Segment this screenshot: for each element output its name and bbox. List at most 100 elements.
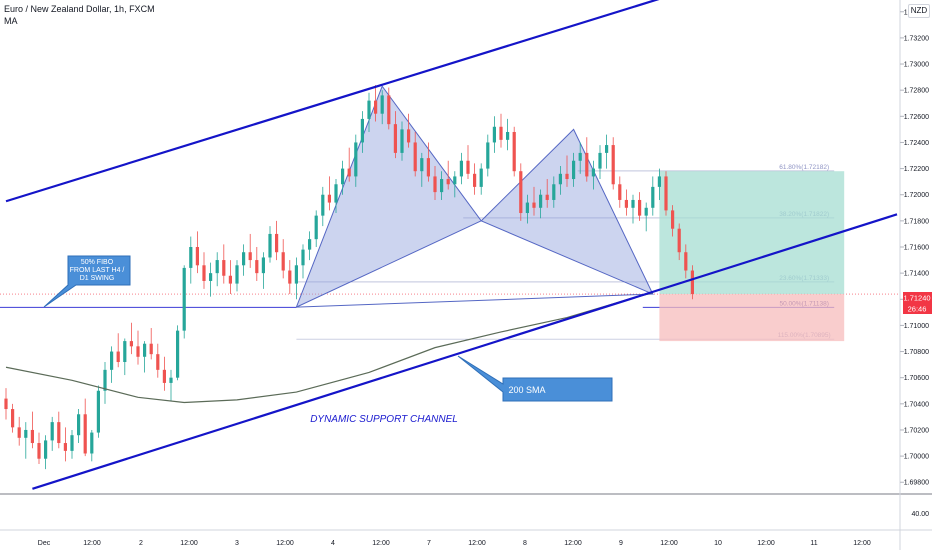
candle-body — [37, 443, 41, 459]
last-price-label: 1.71240 — [903, 294, 930, 303]
time-axis[interactable]: Dec 12:00 2 12:00 3 12:00 4 12:00 7 12:00 8 12:00 9 1… — [38, 540, 871, 547]
countdown-label: 26:46 — [908, 305, 927, 314]
candle-body — [651, 186, 655, 208]
candle-body — [374, 100, 378, 114]
candles — [4, 84, 694, 470]
candle-body — [4, 398, 8, 410]
candle-body — [426, 158, 430, 177]
candle-body — [657, 176, 661, 187]
candle-body — [532, 202, 536, 208]
candle-body — [50, 422, 54, 441]
candle-body — [453, 176, 457, 185]
profit-zone[interactable] — [659, 171, 845, 295]
price-tick-label: 1.70400 — [904, 401, 929, 408]
candle-body — [129, 341, 133, 347]
sma-200-path — [5, 292, 653, 404]
price-tick-label: 1.71800 — [904, 218, 929, 225]
loss-zone[interactable] — [659, 294, 845, 342]
price-tick-label: 1.71600 — [904, 245, 929, 252]
time-tick-label: 12:00 — [372, 540, 390, 547]
price-tick-label: 1.69800 — [904, 480, 929, 487]
pattern-triangle-xab[interactable] — [295, 85, 482, 309]
time-tick-label: 12:00 — [757, 540, 775, 547]
candle-body — [367, 100, 371, 119]
chart-legend: Euro / New Zealand Dollar, 1h, FXCM MA — [4, 3, 155, 27]
price-tick-label: 1.72400 — [904, 140, 929, 147]
candle-body — [506, 131, 510, 140]
candle-body — [116, 351, 120, 363]
candle-body — [618, 184, 622, 200]
candle-body — [288, 270, 292, 284]
candle-body — [572, 160, 576, 180]
candle-body — [103, 369, 107, 391]
pattern-triangle-bcd[interactable] — [480, 128, 654, 296]
indicator-label[interactable]: MA — [4, 16, 18, 26]
time-tick-label: 12:00 — [83, 540, 101, 547]
trade-box[interactable] — [659, 171, 845, 342]
time-tick-label: 12:00 — [180, 540, 198, 547]
candle-body — [446, 179, 450, 185]
price-tick-label: 1.72200 — [904, 166, 929, 173]
channel-lower-line[interactable] — [32, 213, 898, 490]
candle-body — [545, 194, 549, 200]
candle-body — [30, 429, 34, 444]
symbol-title[interactable]: Euro / New Zealand Dollar, 1h, FXCM — [4, 4, 155, 14]
price-tick-label: 1.72000 — [904, 192, 929, 199]
candle-body — [281, 252, 285, 271]
candle-body — [644, 207, 648, 216]
channel-lines[interactable] — [5, 0, 898, 490]
price-tick-label: 1.72800 — [904, 88, 929, 95]
candle-body — [11, 409, 15, 428]
time-tick-label: 12:00 — [660, 540, 678, 547]
fibo-callout-box[interactable] — [43, 255, 131, 308]
currency-badge[interactable]: NZD — [908, 4, 930, 18]
time-tick-label: 12:00 — [853, 540, 871, 547]
price-tick-label: 1.73000 — [904, 62, 929, 69]
candle-body — [202, 265, 206, 281]
candle-body — [433, 176, 437, 193]
candle-body — [70, 435, 74, 451]
time-tick-label: 4 — [331, 540, 335, 547]
time-tick-label: 9 — [619, 540, 623, 547]
candle-body — [334, 184, 338, 203]
time-tick-label: Dec — [38, 540, 51, 547]
candle-body — [420, 158, 424, 172]
annotations: 50% FIBO FROM LAST H4 / D1 SWING 200 SMA… — [43, 255, 613, 425]
candle-body — [182, 267, 186, 331]
candle-body — [44, 440, 48, 459]
candle-body — [552, 184, 556, 200]
candle-body — [598, 152, 602, 169]
fibo-note-line-3: D1 SWING — [80, 275, 115, 282]
candle-body — [341, 168, 345, 185]
candle-body — [189, 247, 193, 268]
candle-body — [63, 443, 67, 451]
price-tick-label: 1.70000 — [904, 454, 929, 461]
candle-body — [638, 199, 642, 216]
candle-body — [387, 95, 391, 125]
sma-callout-box[interactable] — [457, 355, 613, 402]
candle-body — [255, 260, 259, 274]
candle-body — [17, 427, 21, 438]
candle-body — [294, 265, 298, 284]
candle-body — [611, 145, 615, 185]
candle-body — [169, 377, 173, 383]
harmonic-pattern[interactable] — [295, 85, 654, 309]
candle-body — [176, 330, 180, 378]
candle-body — [57, 422, 61, 444]
candle-body — [242, 252, 246, 266]
fib-level-label: 61.80%(1.72182) — [779, 164, 829, 171]
candle-body — [143, 343, 147, 357]
candle-body — [347, 168, 351, 177]
time-tick-label: 8 — [523, 540, 527, 547]
candle-body — [90, 432, 94, 454]
candle-body — [314, 215, 318, 240]
pattern-xd-leg — [296, 293, 653, 308]
time-tick-label: 3 — [235, 540, 239, 547]
candle-body — [499, 126, 503, 140]
channel-upper-line[interactable] — [5, 0, 673, 203]
candle-body — [512, 131, 516, 172]
candle-body — [24, 429, 28, 438]
candle-body — [228, 275, 232, 284]
time-tick-label: 7 — [427, 540, 431, 547]
